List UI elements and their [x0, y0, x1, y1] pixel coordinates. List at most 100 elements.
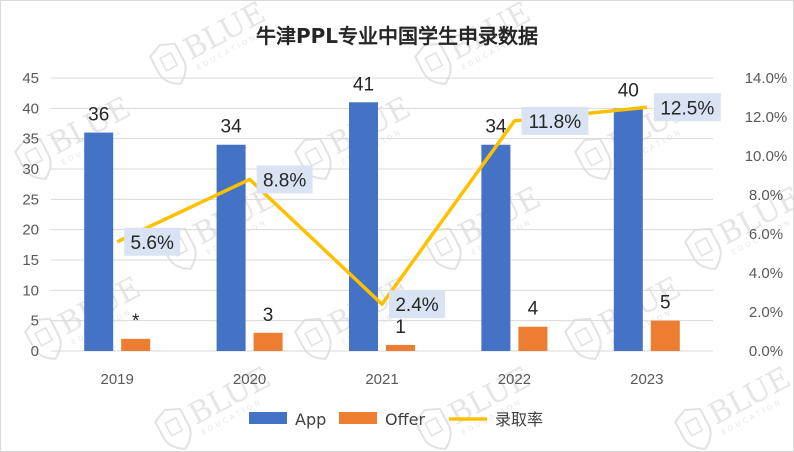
- left-axis-tick-label: 45: [22, 70, 39, 87]
- watermark-shield-icon: [24, 317, 62, 360]
- watermark-shield-icon: [414, 407, 452, 450]
- watermark-shield-icon: [414, 42, 452, 85]
- rate-data-label: 8.8%: [256, 165, 313, 194]
- bar-app: [481, 144, 511, 351]
- bar-offer: [650, 320, 680, 351]
- watermark-shield-icon: [294, 317, 332, 360]
- watermark-book-icon: [424, 416, 444, 437]
- right-axis-tick-label: 4.0%: [749, 265, 783, 282]
- x-axis-tick-label: 2021: [365, 371, 398, 388]
- chart-title: 牛津PPL专业中国学生申录数据: [256, 24, 538, 48]
- watermark-book-icon: [304, 326, 324, 347]
- right-axis-ticks: 0.0% 2.0% 4.0% 6.0% 8.0% 10.0% 12.0% 14.0%: [745, 70, 788, 360]
- legend-label: 录取率: [495, 410, 543, 429]
- left-axis-tick-label: 5: [31, 313, 39, 330]
- bar-data-label: 36: [88, 105, 109, 126]
- right-axis-tick-label: 14.0%: [745, 70, 788, 87]
- left-axis-ticks: 0 5 10 15 20 25 30 35 40 45: [22, 70, 39, 360]
- legend-label: Offer: [385, 410, 425, 429]
- watermark-shield-icon: [154, 407, 192, 450]
- left-axis-tick-label: 35: [22, 131, 39, 148]
- watermark-shield-icon: [149, 42, 187, 85]
- left-axis-tick-label: 0: [31, 343, 39, 360]
- x-axis-tick-label: 2019: [101, 371, 134, 388]
- watermark-shield-icon: [674, 407, 712, 450]
- data-labels: 36 34 41 34 40 * 3 1 4 5 5.6% 8.8% 2.4% 11.8% 12.5%: [88, 74, 721, 338]
- rate-data-label: 12.5%: [653, 93, 721, 122]
- bar-data-label: 4: [528, 299, 539, 320]
- watermark-book-icon: [164, 416, 184, 437]
- rate-data-label: 11.8%: [521, 106, 589, 135]
- watermark-book-icon: [304, 146, 324, 167]
- right-axis-tick-label: 0.0%: [749, 343, 783, 360]
- left-axis-tick-label: 40: [22, 100, 39, 117]
- x-axis-tick-label: 2022: [498, 371, 531, 388]
- legend-label: App: [295, 410, 326, 429]
- watermark-shield-icon: [14, 137, 52, 180]
- left-axis-tick-label: 25: [22, 191, 39, 208]
- rate-label-text: 8.8%: [263, 170, 306, 191]
- bar-app: [84, 132, 114, 351]
- legend-swatch-offer: [339, 412, 377, 424]
- rate-label-text: 5.6%: [131, 233, 174, 254]
- watermark-shield-icon: [574, 137, 612, 180]
- bar-app: [216, 144, 246, 351]
- left-axis-tick-label: 10: [22, 282, 39, 299]
- watermark-shield-icon: [684, 227, 722, 270]
- bar-series: [84, 102, 680, 352]
- bar-offer: [121, 338, 151, 351]
- x-axis-tick-label: 2020: [233, 371, 266, 388]
- watermark-shield-icon: [424, 227, 462, 270]
- rate-label-text: 11.8%: [529, 112, 582, 133]
- watermark-book-icon: [424, 51, 444, 72]
- watermark-book-icon: [684, 416, 704, 437]
- bar-data-label: 1: [395, 317, 406, 338]
- watermark-shield-icon: [564, 317, 602, 360]
- watermark-book-icon: [574, 326, 594, 347]
- rate-label-background: [389, 290, 445, 319]
- rate-label-background: [124, 227, 181, 256]
- bar-data-label: 34: [221, 117, 243, 138]
- watermark-book-icon: [24, 146, 44, 167]
- watermark-book-icon: [34, 326, 54, 347]
- legend-swatch-app: [249, 412, 287, 424]
- bar-data-label: 34: [485, 117, 507, 138]
- rate-label-text: 2.4%: [395, 295, 438, 316]
- watermark-book-icon: [694, 236, 714, 257]
- legend: App Offer 录取率: [249, 410, 543, 429]
- watermark-book-icon: [584, 146, 604, 167]
- gridlines: [51, 77, 713, 352]
- bar-data-label: 40: [618, 80, 639, 101]
- rate-data-label: 2.4%: [389, 290, 445, 319]
- rate-label-text: 12.5%: [660, 98, 714, 119]
- rate-data-label: 5.6%: [124, 227, 181, 256]
- left-axis-tick-label: 30: [22, 161, 39, 178]
- rate-label-background: [653, 93, 721, 122]
- bar-data-label: 3: [263, 305, 274, 326]
- bar-data-label: 41: [353, 74, 374, 95]
- right-axis-tick-label: 6.0%: [749, 226, 783, 243]
- watermark-book-icon: [434, 236, 454, 257]
- rate-label-background: [521, 106, 589, 135]
- left-axis-tick-label: 20: [22, 222, 39, 239]
- bar-offer: [253, 332, 283, 351]
- x-axis-tick-label: 2023: [630, 371, 663, 388]
- right-axis-tick-label: 8.0%: [749, 187, 783, 204]
- left-axis-tick-label: 15: [22, 252, 39, 269]
- bar-data-label: 5: [660, 293, 671, 314]
- watermark-book-icon: [159, 51, 179, 72]
- bar-data-label: *: [132, 311, 140, 332]
- bar-app: [349, 102, 378, 352]
- watermark-shield-icon: [159, 227, 197, 270]
- rate-label-background: [256, 165, 313, 194]
- right-axis-tick-label: 2.0%: [749, 304, 783, 321]
- x-axis: 2019 2020 2021 2022 2023: [101, 371, 664, 388]
- bar-offer: [518, 326, 548, 351]
- right-axis-tick-label: 12.0%: [745, 109, 788, 126]
- bar-offer: [386, 344, 415, 351]
- bar-app: [613, 108, 643, 351]
- right-axis-tick-label: 10.0%: [745, 148, 788, 165]
